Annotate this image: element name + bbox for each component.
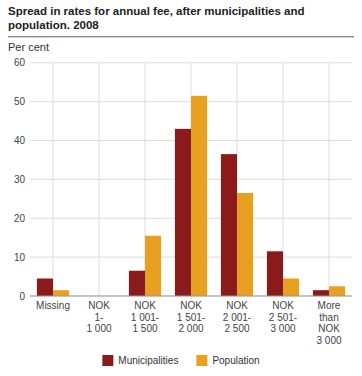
x-tick-line: 1-: [95, 312, 104, 323]
x-tick-label: Missing: [36, 300, 70, 311]
x-tick-line: NOK: [272, 300, 294, 311]
legend-label: Population: [212, 355, 259, 366]
bar: [313, 290, 329, 296]
x-tick-label: NOK1 001-1 500: [131, 300, 159, 334]
x-tick-line: 2 000: [178, 323, 203, 334]
bar: [175, 129, 191, 296]
x-tick-line: 1 001-: [131, 312, 159, 323]
x-tick-line: NOK: [180, 300, 202, 311]
title: Spread in rates for annual fee, after mu…: [8, 5, 305, 31]
x-tick-line: NOK: [226, 300, 248, 311]
x-tick-line: 2 001-: [223, 312, 251, 323]
y-label: Per cent: [8, 41, 49, 53]
legend-label: Municipalities: [118, 355, 178, 366]
title-line: Spread in rates for annual fee, after mu…: [8, 5, 305, 17]
y-tick-label: 40: [14, 135, 26, 146]
bar: [145, 236, 161, 296]
bar: [267, 251, 283, 296]
x-grid-line: [329, 63, 330, 296]
bar: [191, 96, 207, 296]
x-tick-line: NOK: [318, 323, 340, 334]
x-tick-label: MorethanNOK3 000: [316, 300, 341, 346]
y-tick-label: 20: [14, 213, 26, 224]
x-tick-line: 3 000: [316, 335, 341, 346]
x-tick-label: NOK2 501-3 000: [269, 300, 297, 334]
background: [0, 0, 362, 376]
x-tick-line: 2 500: [224, 323, 249, 334]
y-grid-line: [30, 296, 352, 297]
x-tick-line: 1 501-: [177, 312, 205, 323]
y-tick-label: 30: [14, 174, 26, 185]
legend-swatch: [196, 355, 207, 366]
bars: [37, 96, 345, 296]
bar: [237, 193, 253, 296]
x-tick-line: Missing: [36, 300, 70, 311]
x-tick-label: NOK1 501-2 000: [177, 300, 205, 334]
legend: Municipalities Population: [102, 355, 259, 366]
x-grid-line: [99, 63, 100, 296]
x-tick-line: than: [319, 312, 338, 323]
x-axis-line: [30, 296, 352, 297]
bar: [129, 271, 145, 296]
bar: [221, 154, 237, 296]
x-tick-line: More: [318, 300, 341, 311]
x-tick-label: NOK1-1 000: [86, 300, 111, 334]
x-tick-line: 1 500: [132, 323, 157, 334]
bar: [283, 279, 299, 296]
x-tick-line: NOK: [88, 300, 110, 311]
x-tick-label: NOK2 001-2 500: [223, 300, 251, 334]
y-tick-label: 60: [14, 57, 26, 68]
bar: [329, 286, 345, 296]
bar: [53, 290, 69, 296]
x-tick-line: 3 000: [270, 323, 295, 334]
x-tick-line: NOK: [134, 300, 156, 311]
separator: [8, 36, 354, 37]
y-tick-label: 50: [14, 96, 26, 107]
bar: [37, 279, 53, 296]
x-tick-line: 2 501-: [269, 312, 297, 323]
legend-swatch: [102, 355, 113, 366]
y-tick-label: 0: [19, 291, 25, 302]
grid: [30, 63, 352, 296]
chart: Spread in rates for annual fee, after mu…: [0, 0, 362, 376]
x-tick-line: 1 000: [86, 323, 111, 334]
x-grid-line: [53, 63, 54, 296]
title-line: population. 2008: [8, 19, 99, 31]
y-tick-label: 10: [14, 252, 26, 263]
